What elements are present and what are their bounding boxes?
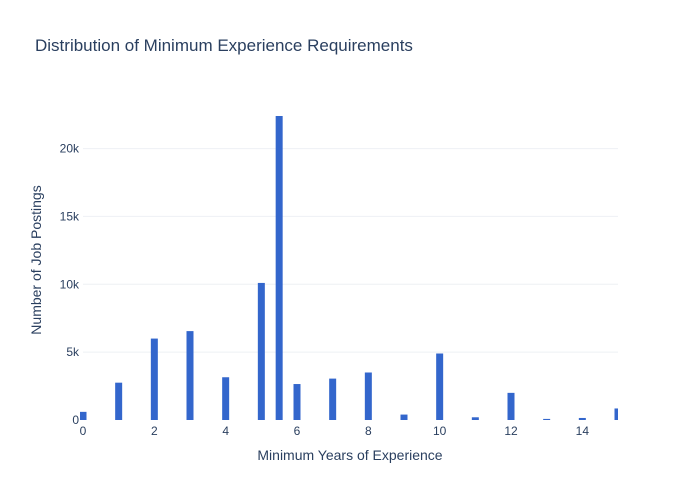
x-tick-label: 6 [294, 424, 301, 438]
y-tick-label: 20k [60, 142, 80, 156]
y-tick-label: 5k [66, 345, 80, 359]
bar [186, 331, 194, 420]
x-axis-ticks: 0 2 4 6 8 10 12 14 [80, 424, 590, 438]
y-tick-label: 10k [60, 277, 80, 291]
grid-lines [83, 148, 618, 353]
x-tick-label: 0 [80, 424, 87, 438]
bar [222, 377, 230, 420]
bar [80, 411, 87, 420]
bar [614, 408, 618, 420]
x-tick-label: 10 [433, 424, 447, 438]
bar [257, 282, 265, 420]
x-tick-label: 2 [151, 424, 158, 438]
bar [471, 417, 479, 420]
y-axis-title: Number of Job Postings [28, 185, 44, 334]
bar [275, 116, 283, 421]
bar [400, 414, 408, 420]
x-tick-label: 12 [504, 424, 518, 438]
bar [543, 418, 551, 420]
bar [364, 372, 372, 420]
chart-title: Distribution of Minimum Experience Requi… [35, 36, 413, 55]
bar [578, 417, 586, 420]
x-tick-label: 8 [365, 424, 372, 438]
bar [507, 392, 515, 420]
bar [150, 338, 158, 420]
bar [436, 353, 444, 420]
x-tick-label: 4 [222, 424, 229, 438]
bar [115, 382, 123, 420]
y-tick-label: 0 [72, 413, 79, 427]
x-axis-title: Minimum Years of Experience [257, 447, 442, 463]
x-tick-label: 14 [576, 424, 590, 438]
y-axis-ticks: 0 5k 10k 15k 20k [60, 142, 80, 427]
bars [80, 116, 618, 421]
bar [329, 378, 337, 420]
bar [293, 384, 301, 420]
y-tick-label: 15k [60, 209, 80, 223]
